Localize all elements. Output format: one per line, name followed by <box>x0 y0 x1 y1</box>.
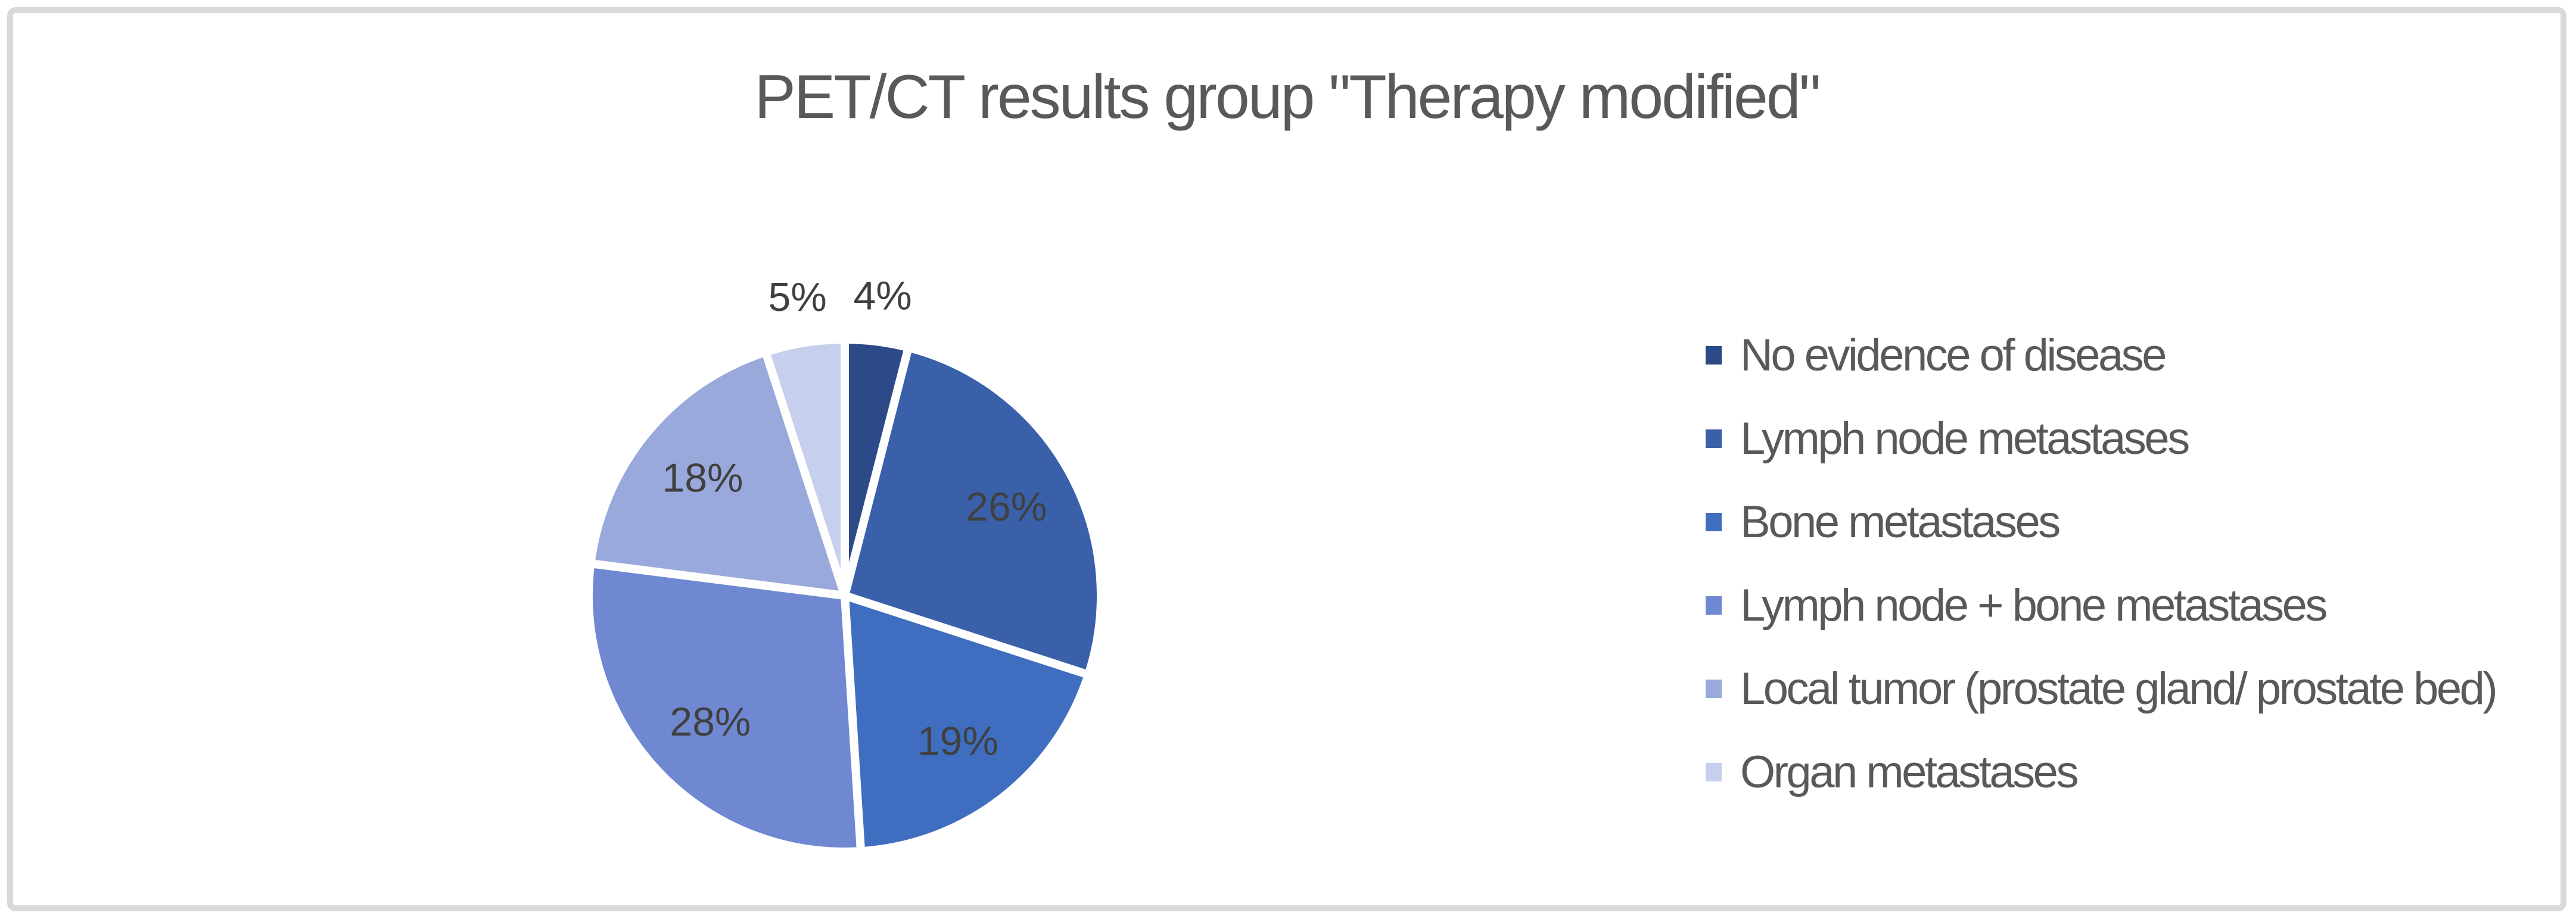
legend-item-local-tumor: Local tumor (prostate gland/ prostate be… <box>1706 647 2498 730</box>
legend-item-bone-metastases: Bone metastases <box>1706 480 2496 563</box>
legend-swatch <box>1706 762 1722 781</box>
data-label-4: 18% <box>662 456 743 501</box>
legend-swatch <box>1706 679 1722 698</box>
data-label-0: 4% <box>853 273 911 319</box>
legend-item-lymph-node-metastases: Lymph node metastases <box>1706 397 2496 480</box>
data-label-5: 5% <box>768 275 826 320</box>
pie-slice-3 <box>584 559 865 856</box>
legend-swatch <box>1706 596 1722 615</box>
data-label-1: 26% <box>966 484 1047 529</box>
legend-label: Bone metastases <box>1740 496 2061 547</box>
data-label-3: 28% <box>670 699 751 745</box>
data-label-2: 19% <box>917 719 998 764</box>
chart-title: PET/CT results group "Therapy modified" <box>754 63 1821 132</box>
legend-label: Organ metastases <box>1740 746 2079 798</box>
legend-swatch <box>1706 345 1722 365</box>
pie-slice-2 <box>841 591 1093 856</box>
legend-item-no-evidence-of-disease: No evidence of disease <box>1706 313 2496 397</box>
legend-item-lymph-node-bone-metastases: Lymph node + bone metastases <box>1706 563 2496 647</box>
legend-label: Lymph node + bone metastases <box>1740 580 2328 631</box>
legend: No evidence of disease Lymph node metast… <box>1706 313 2498 814</box>
legend-label: Lymph node metastases <box>1740 413 2190 464</box>
legend-swatch <box>1706 512 1722 531</box>
legend-label: Local tumor (prostate gland/ prostate be… <box>1740 663 2498 714</box>
pie-slice-1 <box>841 343 1105 679</box>
legend-item-organ-metastases: Organ metastases <box>1706 730 2496 814</box>
legend-swatch <box>1706 429 1722 448</box>
legend-label: No evidence of disease <box>1740 329 2167 381</box>
pie-slice-5 <box>761 335 849 600</box>
chart-frame: PET/CT results group "Therapy modified" <box>7 7 2566 911</box>
